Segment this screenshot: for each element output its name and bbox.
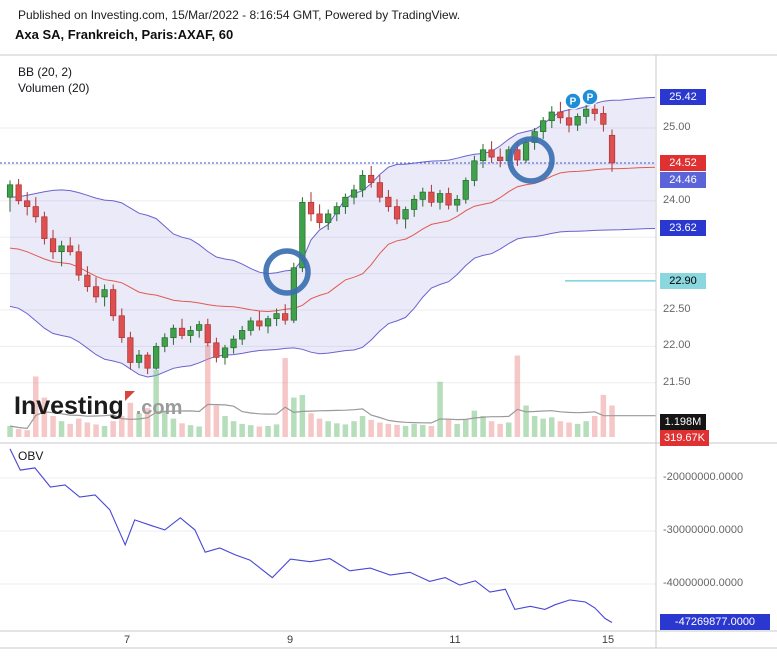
volume-ma-line (9, 403, 656, 430)
instrument-title: Axa SA, Frankreich, Paris:AXAF, 60 (15, 27, 234, 42)
volume-secondary-badge: 319.67K (660, 430, 709, 446)
candles (6, 97, 616, 375)
bb-lower-badge: 23.62 (660, 220, 706, 236)
time-tick-7: 7 (123, 634, 131, 646)
published-line: Published on Investing.com, 15/Mar/2022 … (18, 8, 461, 22)
hline-badge: 22.90 (660, 273, 706, 289)
watermark-flag-icon (124, 391, 135, 401)
position-marker-1[interactable]: P (564, 92, 582, 110)
indicator-legend: BB (20, 2) Volumen (20) (18, 64, 89, 96)
bb-upper-badge: 25.42 (660, 89, 706, 105)
price-pane[interactable] (0, 55, 656, 443)
time-tick-9: 9 (286, 634, 294, 646)
investing-watermark: Investing .com (14, 391, 183, 421)
obv-badge: -47269877.0000 (660, 614, 770, 630)
bollinger-band (9, 96, 656, 378)
price-tick-25-00: 25.00 (663, 121, 691, 133)
price-tick-21-50: 21.50 (663, 376, 691, 388)
legend-bb[interactable]: BB (20, 2) (18, 65, 73, 79)
obv-pane[interactable] (0, 443, 656, 631)
volume-badge: 1.198M (660, 414, 706, 430)
obv-series (9, 448, 613, 623)
watermark-domain: .com (135, 397, 183, 419)
volume-bars (7, 345, 615, 437)
legend-obv[interactable]: OBV (18, 449, 44, 463)
annotation-circle-1[interactable] (263, 248, 311, 296)
time-tick-11: 11 (449, 634, 461, 646)
obv-tick-30m: -30000000.0000 (663, 524, 744, 536)
bb-middle-badge: 24.46 (660, 172, 706, 188)
svg-text:P: P (570, 97, 577, 108)
last-price-badge: 24.52 (660, 155, 706, 171)
annotation-circle-2[interactable] (507, 136, 555, 184)
position-marker-2[interactable]: P (581, 88, 599, 106)
obv-tick-20m: -20000000.0000 (663, 471, 744, 483)
watermark-brand: Investing (14, 392, 124, 420)
time-tick-15: 15 (601, 634, 615, 646)
svg-text:P: P (587, 93, 594, 104)
pane-borders (0, 54, 777, 649)
price-tick-22-00: 22.00 (663, 339, 691, 351)
price-tick-22-50: 22.50 (663, 303, 691, 315)
obv-tick-40m: -40000000.0000 (663, 577, 744, 589)
legend-volume[interactable]: Volumen (20) (18, 81, 90, 95)
time-axis[interactable] (0, 631, 656, 648)
price-tick-24-00: 24.00 (663, 194, 691, 206)
